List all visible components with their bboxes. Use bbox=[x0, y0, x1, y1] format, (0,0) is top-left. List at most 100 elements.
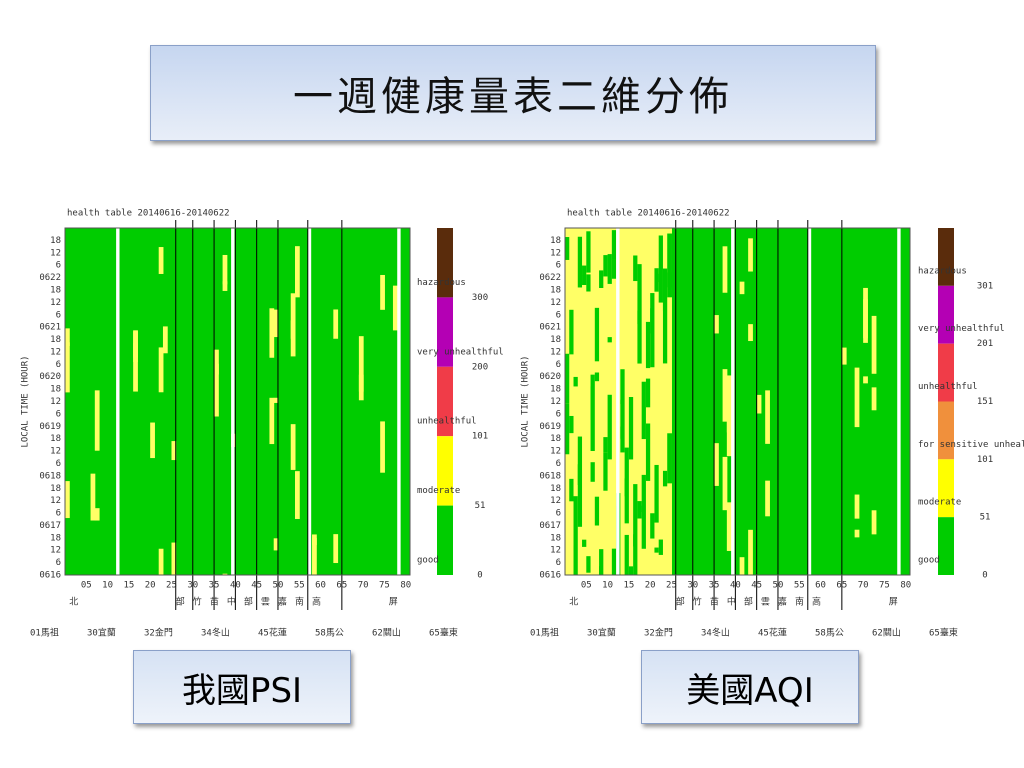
cell bbox=[380, 421, 385, 473]
heatmap-bg bbox=[65, 228, 410, 575]
cell bbox=[290, 320, 296, 339]
region-label: 苗 bbox=[710, 597, 719, 608]
y-tick-label: 0617 bbox=[539, 521, 561, 531]
cell bbox=[590, 462, 596, 482]
x-tick-label: 30 bbox=[687, 581, 698, 591]
cell bbox=[603, 452, 609, 491]
cell bbox=[667, 228, 672, 575]
cell bbox=[841, 347, 847, 365]
cell bbox=[854, 367, 860, 428]
cell bbox=[594, 372, 600, 382]
cell bbox=[582, 228, 587, 575]
level-value: 101 bbox=[977, 455, 993, 465]
x-tick-label: 70 bbox=[358, 581, 369, 591]
cell bbox=[577, 464, 583, 527]
region-label: 高 bbox=[812, 596, 821, 608]
cell bbox=[637, 501, 643, 519]
level-value: 101 bbox=[472, 432, 488, 442]
x-tick-label: 35 bbox=[709, 581, 720, 591]
colorbar-band bbox=[938, 343, 954, 402]
y-tick-label: 0620 bbox=[39, 372, 61, 382]
gap bbox=[397, 228, 401, 575]
cell bbox=[273, 397, 279, 403]
cell bbox=[650, 308, 655, 368]
cell bbox=[624, 228, 630, 575]
cell bbox=[726, 375, 732, 433]
cell bbox=[590, 374, 596, 421]
region-label: 北 bbox=[569, 597, 578, 608]
cell bbox=[269, 397, 275, 445]
y-tick-label: 6 bbox=[556, 459, 561, 469]
cell bbox=[765, 390, 770, 444]
cell bbox=[871, 315, 877, 374]
y-tick-label: 6 bbox=[56, 360, 61, 370]
cell bbox=[569, 309, 575, 355]
level-label: unhealthful bbox=[918, 382, 978, 392]
region-label: 部 bbox=[176, 596, 185, 608]
station-label: 62關山 bbox=[372, 628, 401, 639]
cell bbox=[654, 464, 660, 523]
x-tick-label: 55 bbox=[794, 581, 805, 591]
y-tick-label: 18 bbox=[50, 236, 61, 246]
station-label: 65臺東 bbox=[929, 627, 958, 639]
station-label: 34冬山 bbox=[201, 627, 230, 639]
x-tick-label: 40 bbox=[230, 581, 241, 591]
level-value: 51 bbox=[475, 501, 486, 511]
cell bbox=[392, 285, 398, 331]
cell bbox=[582, 275, 587, 285]
x-tick-label: 25 bbox=[166, 581, 177, 591]
region-label: 中 bbox=[227, 596, 236, 608]
region-label: 部 bbox=[744, 596, 753, 608]
level-value: 0 bbox=[982, 571, 987, 581]
level-label: good bbox=[417, 556, 439, 566]
cell bbox=[662, 470, 668, 487]
y-tick-label: 12 bbox=[550, 347, 561, 357]
y-label: LOCAL TIME (HOUR) bbox=[21, 355, 31, 447]
colorbar-band bbox=[938, 401, 954, 460]
x-tick-label: 30 bbox=[187, 581, 198, 591]
cell bbox=[611, 548, 617, 575]
y-tick-label: 0619 bbox=[539, 422, 561, 432]
colorbar-band bbox=[938, 459, 954, 518]
cell bbox=[628, 397, 634, 460]
cell bbox=[654, 268, 660, 292]
cell bbox=[94, 390, 100, 451]
cell bbox=[150, 422, 155, 459]
colorbar-band bbox=[938, 228, 954, 286]
y-tick-label: 6 bbox=[56, 558, 61, 568]
cell bbox=[586, 556, 592, 573]
cell bbox=[171, 441, 177, 461]
cell bbox=[133, 330, 138, 392]
gap bbox=[231, 228, 235, 575]
y-tick-label: 18 bbox=[550, 335, 561, 345]
cell bbox=[577, 236, 583, 288]
cell bbox=[333, 534, 339, 564]
y-tick-label: 18 bbox=[550, 434, 561, 444]
station-label: 65臺東 bbox=[429, 627, 458, 639]
cell bbox=[624, 447, 630, 497]
x-tick-label: 15 bbox=[123, 581, 134, 591]
cell bbox=[565, 353, 570, 404]
gap bbox=[616, 228, 620, 575]
cell bbox=[863, 287, 868, 339]
level-value: 200 bbox=[472, 362, 488, 372]
colorbar-band bbox=[437, 297, 453, 367]
cell bbox=[662, 228, 668, 575]
region-label: 南 bbox=[795, 596, 804, 608]
cell bbox=[645, 423, 651, 481]
level-label: moderate bbox=[417, 486, 460, 496]
cell bbox=[603, 255, 609, 277]
level-value: 51 bbox=[980, 513, 991, 523]
level-label: moderate bbox=[918, 498, 961, 508]
cell bbox=[162, 326, 168, 354]
cell bbox=[214, 349, 219, 375]
level-value: 301 bbox=[977, 281, 993, 291]
y-tick-label: 12 bbox=[50, 347, 61, 357]
cell bbox=[599, 228, 604, 575]
x-tick-label: 45 bbox=[751, 581, 762, 591]
station-label: 62關山 bbox=[872, 628, 901, 639]
plot-title: health table 20140616-20140622 bbox=[67, 209, 230, 219]
cell bbox=[854, 494, 860, 519]
y-tick-label: 18 bbox=[50, 484, 61, 494]
x-tick-label: 80 bbox=[900, 581, 911, 591]
